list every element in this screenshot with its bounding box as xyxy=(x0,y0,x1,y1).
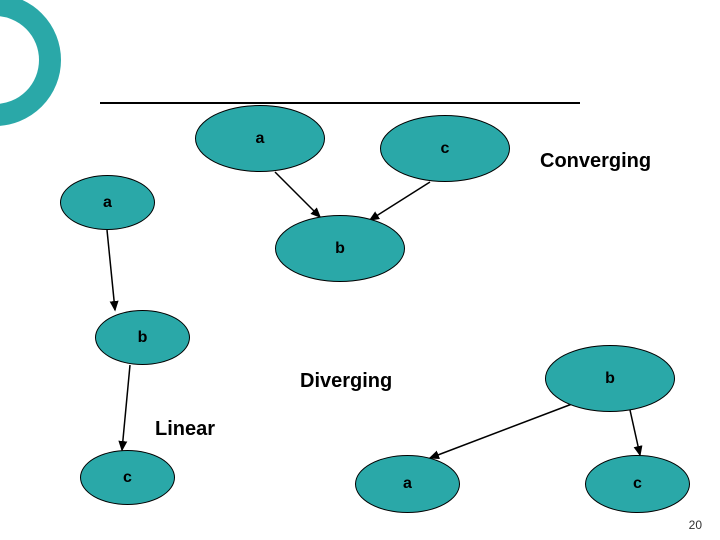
diverging-node-b: b xyxy=(545,345,675,412)
converging-node-c: c xyxy=(380,115,510,182)
page-number: 20 xyxy=(689,518,702,532)
arrow xyxy=(275,172,320,217)
section-label-linear: Linear xyxy=(155,418,215,441)
linear-node-b: b xyxy=(95,310,190,365)
node-label: a xyxy=(403,475,412,493)
node-label: b xyxy=(335,240,345,258)
arrow xyxy=(107,230,115,310)
node-label: b xyxy=(138,329,148,347)
diverging-node-a: a xyxy=(355,455,460,513)
node-label: c xyxy=(441,140,450,158)
linear-node-a: a xyxy=(60,175,155,230)
converging-node-a: a xyxy=(195,105,325,172)
node-label: b xyxy=(605,370,615,388)
section-label-diverging: Diverging xyxy=(300,370,392,393)
arrow xyxy=(630,410,640,455)
diverging-node-c: c xyxy=(585,455,690,513)
arrow xyxy=(122,365,130,450)
node-label: c xyxy=(633,475,642,493)
diagram-stage: a b c a c b b a c Linear Converging Dive… xyxy=(0,0,720,540)
arrow xyxy=(430,404,572,458)
linear-node-c: c xyxy=(80,450,175,505)
converging-node-b: b xyxy=(275,215,405,282)
section-label-converging: Converging xyxy=(540,150,651,173)
node-label: a xyxy=(103,194,112,212)
decor-ring-icon xyxy=(0,5,50,115)
node-label: c xyxy=(123,469,132,487)
arrow xyxy=(370,182,430,220)
title-rule xyxy=(100,102,580,104)
node-label: a xyxy=(256,130,265,148)
